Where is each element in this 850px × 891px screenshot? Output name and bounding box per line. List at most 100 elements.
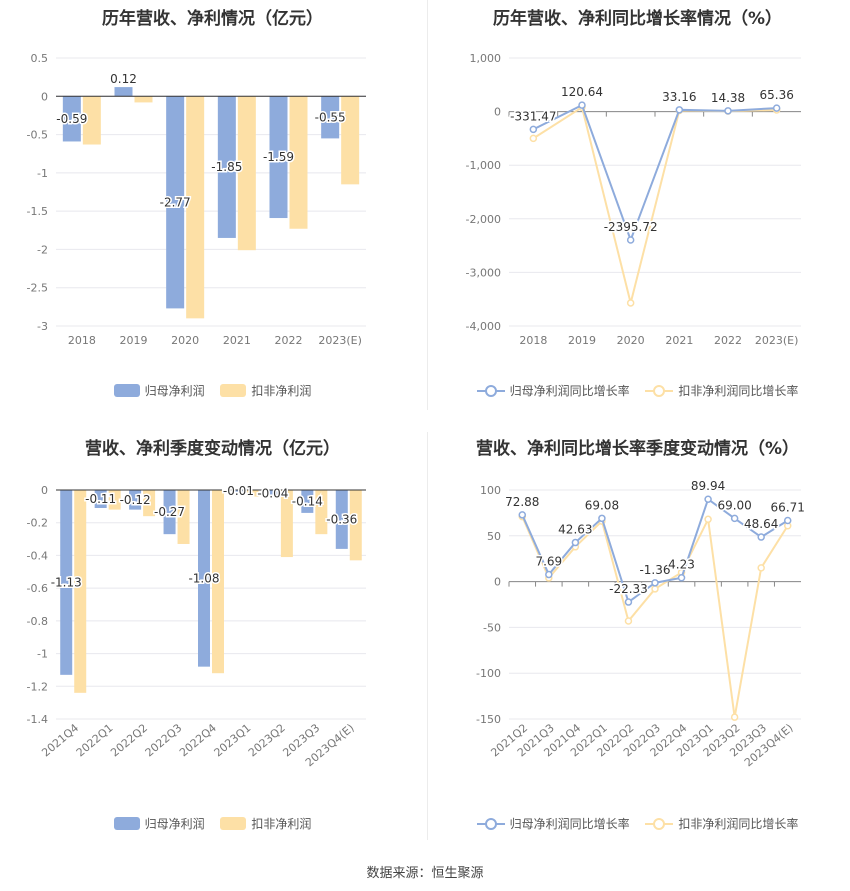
y-tick-label: -4,000 — [466, 320, 501, 333]
chart-title: 历年营收、净利同比增长率情况（%） — [492, 9, 783, 29]
chart-title: 历年营收、净利情况（亿元） — [102, 9, 323, 29]
data-label: 120.64 — [561, 85, 603, 99]
point-attrib-growth — [529, 125, 538, 134]
point-attrib-growth — [772, 104, 781, 112]
legend-swatch — [113, 817, 140, 830]
legend-item-attrib-growth[interactable]: 归母净利润同比增长率 — [476, 815, 630, 832]
legend-swatch — [220, 384, 247, 397]
annual-profit-bar-chart: 0.5 0 -0.5 -1 -1.5 -2 -2.5 -3 2018 2019 2020 2021 20… — [27, 52, 366, 347]
y-tick-label: -0.6 — [27, 582, 48, 595]
bar-deducted-net-profit — [108, 490, 121, 510]
legend-swatch — [645, 384, 674, 398]
bar-deducted-net-profit — [143, 490, 156, 517]
point-deducted-growth — [757, 564, 765, 572]
chart-title: 营收、净利季度变动情况（亿元） — [85, 439, 340, 459]
legend-swatch — [113, 384, 140, 397]
bar-deducted-net-profit — [212, 490, 224, 674]
x-tick-label: 2019 — [568, 334, 596, 347]
bar-deducted-net-profit — [289, 96, 308, 229]
bar-attrib-net-profit — [301, 490, 314, 513]
data-label: 66.71 — [771, 500, 805, 514]
quarterly-growth-panel: 营收、净利同比增长率季度变动情况（%） 100 50 0 -50 -100 -150 202… — [425, 428, 850, 840]
y-tick-label: 50 — [487, 530, 501, 543]
legend-item-attrib[interactable]: 归母净利润 — [113, 815, 205, 832]
legend-item-deducted[interactable]: 扣非净利润 — [220, 382, 311, 399]
line-attrib-growth — [532, 103, 777, 243]
chart-legend: 归母净利润同比增长率 扣非净利润同比增长率 — [425, 815, 850, 834]
data-label: -1.13 — [51, 575, 82, 589]
x-tick-label: 2023Q2 — [246, 721, 288, 759]
x-tick-label: 2021Q4 — [39, 721, 81, 759]
y-tick-label: 0 — [41, 484, 48, 497]
x-tick-label: 2018 — [519, 334, 547, 347]
data-label: 7.69 — [535, 555, 562, 569]
x-tick-label: 2023(E) — [318, 334, 362, 347]
point-attrib-growth — [518, 511, 527, 519]
point-attrib-growth — [651, 579, 659, 587]
bar-attrib-net-profit — [217, 96, 236, 238]
legend-item-attrib-growth[interactable]: 归母净利润同比增长率 — [476, 382, 630, 399]
chart-legend: 归母净利润 扣非净利润 — [0, 382, 425, 400]
data-label: -0.04 — [257, 486, 288, 500]
x-tick-label: 2023Q1 — [212, 721, 254, 759]
point-attrib-growth — [598, 514, 606, 523]
point-attrib-growth — [571, 538, 580, 547]
bar-attrib-net-profit — [266, 490, 279, 497]
quarterly-profit-panel: 营收、净利季度变动情况（亿元） 0 -0.2 -0.4 -0.6 -0.8 -1 -1.2 -… — [0, 428, 425, 840]
bar-deducted-net-profit — [177, 490, 190, 544]
point-attrib-growth — [677, 573, 686, 582]
bar-deducted-net-profit — [280, 490, 293, 558]
bar-attrib-net-profit — [114, 87, 133, 97]
x-tick-label: 2022Q3 — [143, 721, 185, 759]
bar-attrib-net-profit — [198, 490, 210, 667]
data-label: 33.16 — [662, 90, 696, 104]
y-tick-label: -1.2 — [27, 680, 48, 693]
legend-swatch — [220, 817, 247, 830]
y-tick-label: -2.5 — [27, 282, 48, 295]
panel-divider — [427, 432, 428, 840]
point-attrib-growth — [626, 236, 635, 244]
data-label: 48.64 — [744, 517, 778, 531]
bar-attrib-net-profit — [129, 490, 142, 510]
chart-legend: 归母净利润 扣非净利润 — [0, 815, 425, 833]
bar-deducted-net-profit — [74, 490, 87, 693]
legend-label: 扣非净利润 — [251, 817, 312, 831]
x-tick-label: 2022 — [714, 334, 742, 347]
bar-attrib-net-profit — [166, 96, 185, 309]
quarterly-growth-line-chart: 100500-50-100-1502021Q22021Q32021Q42022Q… — [476, 478, 806, 770]
y-tick-label: -2,000 — [466, 213, 501, 226]
bar-deducted-net-profit — [349, 490, 362, 561]
data-label: 42.63 — [558, 523, 592, 537]
legend-item-deducted-growth[interactable]: 扣非净利润同比增长率 — [645, 815, 798, 832]
point-deducted-growth — [626, 299, 635, 307]
legend-swatch — [645, 817, 674, 831]
data-label: 69.00 — [717, 498, 751, 512]
x-tick-label: 2020 — [171, 334, 199, 347]
point-deducted-growth — [704, 515, 712, 524]
x-tick-label: 2023(E) — [755, 334, 799, 347]
data-label: 65.36 — [759, 88, 793, 102]
bar-attrib-net-profit — [335, 490, 348, 549]
y-tick-label: 0 — [494, 106, 501, 119]
point-deducted-growth — [651, 585, 659, 593]
legend-item-deducted[interactable]: 扣非净利润 — [220, 815, 311, 832]
legend-item-deducted-growth[interactable]: 扣非净利润同比增长率 — [645, 382, 798, 399]
legend-item-attrib[interactable]: 归母净利润 — [113, 382, 205, 399]
data-label: 14.38 — [711, 91, 745, 105]
point-attrib-growth — [578, 101, 586, 109]
legend-label: 扣非净利润同比增长率 — [678, 817, 799, 831]
point-attrib-growth — [704, 495, 712, 503]
y-tick-label: -50 — [483, 621, 501, 634]
line-deducted-growth — [532, 105, 777, 304]
y-tick-label: 0.5 — [31, 52, 49, 65]
legend-swatch — [476, 384, 505, 398]
data-label: -0.59 — [56, 112, 87, 126]
data-label: -22.33 — [609, 582, 648, 596]
data-label: 89.94 — [691, 479, 725, 493]
bar-attrib-net-profit — [321, 96, 340, 139]
bar-attrib-net-profit — [60, 490, 73, 675]
y-tick-label: 0 — [494, 576, 501, 589]
data-label: 0.12 — [110, 72, 137, 86]
panel-divider — [427, 0, 428, 410]
point-deducted-growth — [730, 713, 739, 721]
